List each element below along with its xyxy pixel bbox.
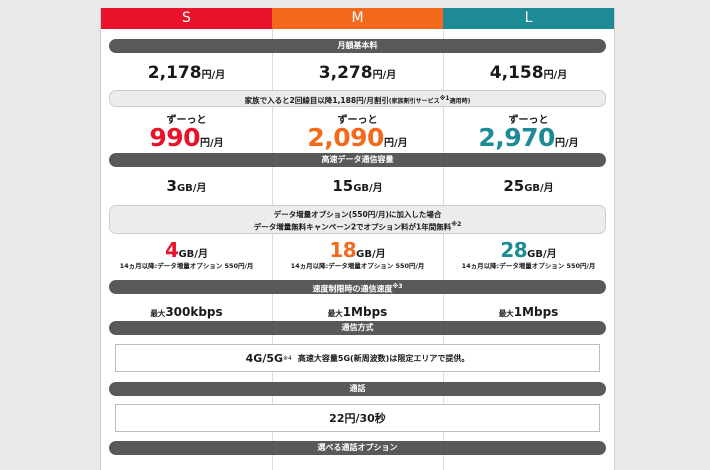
- family-note-text: 家族で入ると2回線目以降1,188円/月割引: [244, 96, 389, 105]
- footnote-mark: ※2: [451, 221, 462, 228]
- zutto-label: ずーっと: [166, 115, 207, 126]
- data-up-m: 18GB/月 14ヵ月以降:データ増量オプション 550円/月: [272, 238, 443, 270]
- base-price-s: 2,178円/月: [101, 63, 272, 83]
- plan-header-m: M: [272, 8, 443, 29]
- data-up-s: 4GB/月 14ヵ月以降:データ増量オプション 550円/月: [101, 238, 272, 270]
- data-value: 25: [503, 177, 525, 195]
- data-unit: GB/月: [178, 249, 208, 260]
- family-price-value: 2,090: [307, 123, 384, 152]
- base-price-value: 3,278: [318, 63, 373, 83]
- price-unit: 円/月: [383, 138, 408, 149]
- limited-speed-l: 最大1Mbps: [443, 301, 614, 320]
- data-up-note-line1: データ増量オプション(550円/月)に加入した場合: [273, 210, 442, 219]
- plan-comparison-table: S M L 月額基本料 2,178円/月 3,278円/月 4,158円/月 家…: [100, 8, 615, 470]
- comm-method-value: 4G/5G: [245, 351, 284, 365]
- speed-prefix: 最大: [327, 309, 343, 318]
- data-up-value: 18: [329, 238, 357, 262]
- price-unit: 円/月: [200, 138, 224, 149]
- price-unit: 円/月: [201, 70, 226, 81]
- family-note-small-end: 適用時): [449, 98, 471, 105]
- price-unit: 円/月: [372, 70, 397, 81]
- data-value: 15: [332, 177, 354, 195]
- footnote-mark: ※3: [392, 283, 403, 290]
- data-unit: GB/月: [524, 183, 554, 194]
- price-unit: 円/月: [554, 138, 579, 149]
- data-amount-m: 15GB/月: [272, 176, 443, 195]
- zutto-label: ずーっと: [337, 115, 378, 126]
- family-discount-note: 家族で入ると2回線目以降1,188円/月割引(家族割引サービス※1適用時): [109, 90, 606, 107]
- family-price-value: 990: [149, 123, 201, 152]
- footnote-mark: ※1: [439, 95, 450, 102]
- price-unit: 円/月: [543, 70, 568, 81]
- base-price-value: 2,178: [147, 63, 202, 83]
- footnote-mark: ※4: [283, 354, 292, 362]
- data-up-sub: 14ヵ月以降:データ増量オプション 550円/月: [290, 262, 425, 270]
- speed-prefix: 最大: [150, 309, 166, 318]
- limited-speed-m: 最大1Mbps: [272, 301, 443, 320]
- plan-header-s: S: [101, 8, 272, 29]
- data-unit: GB/月: [176, 183, 207, 194]
- monthly-base-bar: 月額基本料: [109, 39, 606, 53]
- data-up-sub: 14ヵ月以降:データ増量オプション 550円/月: [461, 262, 596, 270]
- speed-value: 1Mbps: [513, 305, 559, 319]
- family-price-s: ずーっと 990円/月: [101, 111, 272, 152]
- data-up-l: 28GB/月 14ヵ月以降:データ増量オプション 550円/月: [443, 238, 614, 270]
- data-up-value: 4: [165, 238, 179, 262]
- plan-header-l: L: [443, 8, 614, 29]
- data-amount-l: 25GB/月: [443, 176, 614, 195]
- family-note-small: (家族割引サービス※1適用時): [388, 95, 471, 105]
- comm-method-box: 4G/5G ※4 高速大容量5G(新周波数)は限定エリアで提供。: [115, 344, 600, 372]
- family-price-value: 2,970: [478, 123, 555, 152]
- family-price-l: ずーっと 2,970円/月: [443, 111, 614, 152]
- comm-method-bar: 通信方式: [109, 321, 606, 335]
- base-price-m: 3,278円/月: [272, 63, 443, 83]
- data-up-sub: 14ヵ月以降:データ増量オプション 550円/月: [119, 262, 254, 270]
- high-speed-data-bar: 高速データ通信容量: [109, 153, 606, 167]
- data-unit: GB/月: [527, 249, 557, 260]
- limited-speed-label: 速度制限時の通信速度: [312, 284, 393, 294]
- data-up-note-line2: データ増量無料キャンペーン2でオプション料が1年間無料※2: [110, 220, 605, 233]
- data-unit: GB/月: [356, 249, 386, 260]
- data-up-option-note: データ増量オプション(550円/月)に加入した場合 データ増量無料キャンペーン2…: [109, 205, 606, 234]
- column-divider: [272, 8, 273, 470]
- base-price-l: 4,158円/月: [443, 63, 614, 83]
- call-value: 22円/30秒: [329, 412, 386, 425]
- call-box: 22円/30秒: [115, 404, 600, 432]
- call-bar: 通話: [109, 382, 606, 396]
- zutto-label: ずーっと: [508, 115, 549, 126]
- data-up-note-line2-text: データ増量無料キャンペーン2でオプション料が1年間無料: [253, 222, 452, 232]
- speed-prefix: 最大: [498, 309, 514, 318]
- call-options-bar: 選べる通話オプション: [109, 441, 606, 455]
- base-price-value: 4,158: [489, 63, 544, 83]
- limited-speed-s: 最大300kbps: [101, 301, 272, 320]
- comm-method-note: 高速大容量5G(新周波数)は限定エリアで提供。: [297, 353, 470, 363]
- speed-value: 1Mbps: [342, 305, 388, 319]
- limited-speed-bar: 速度制限時の通信速度※3: [109, 280, 606, 294]
- family-note-small-start: (家族割引サービス: [388, 98, 440, 105]
- data-value: 3: [166, 177, 177, 195]
- column-divider: [443, 8, 444, 470]
- data-up-value: 28: [500, 238, 528, 262]
- family-price-m: ずーっと 2,090円/月: [272, 111, 443, 152]
- data-unit: GB/月: [353, 183, 383, 194]
- speed-value: 300kbps: [165, 305, 223, 319]
- data-amount-s: 3GB/月: [101, 176, 272, 195]
